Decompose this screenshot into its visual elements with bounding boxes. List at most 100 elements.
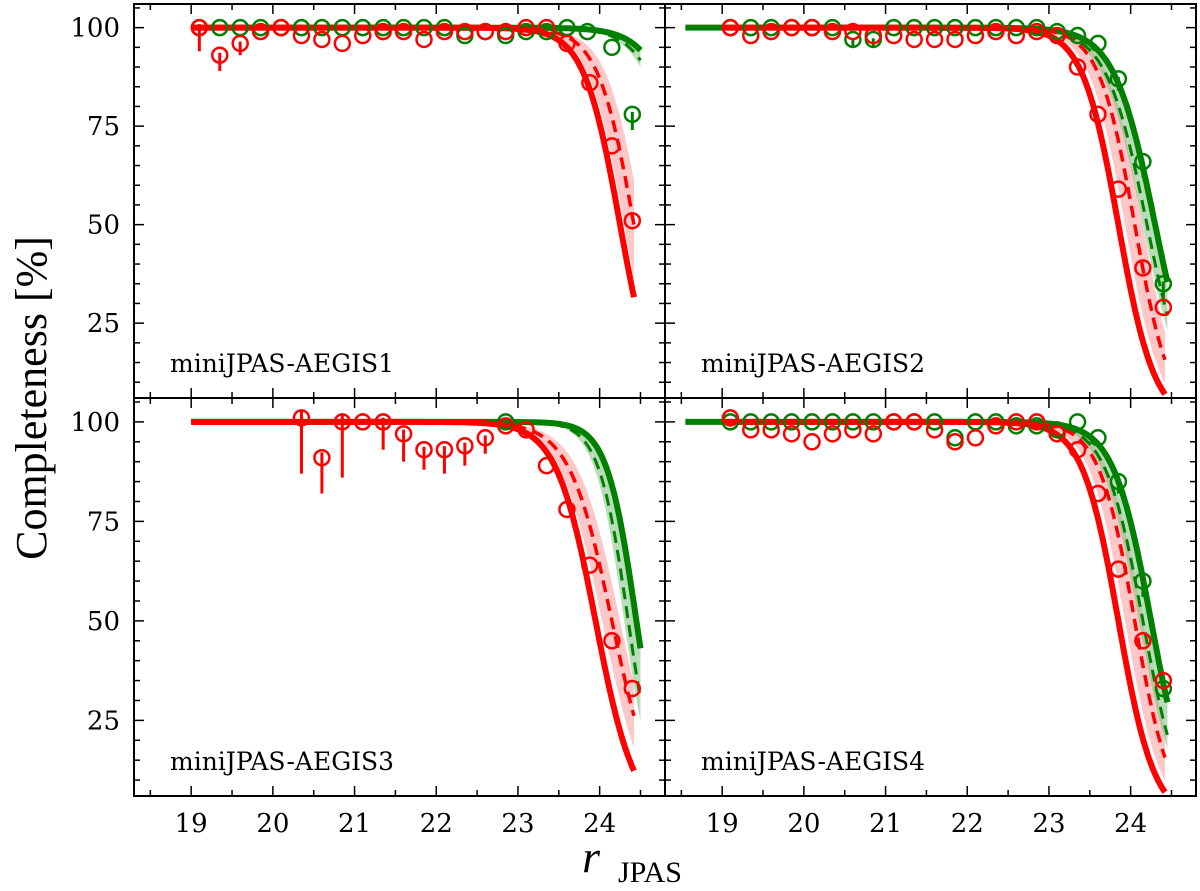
red-point-22	[1154, 298, 1173, 317]
red-point-18	[537, 18, 556, 37]
green-point-2	[742, 413, 760, 431]
x-tick-label-19: 19	[706, 809, 739, 839]
red-point-10	[476, 429, 495, 447]
red-point-3	[333, 413, 352, 431]
red-point-9	[353, 26, 372, 45]
red-dashed-curve	[191, 25, 636, 225]
red-point-16	[496, 22, 515, 41]
red-point-15	[1007, 413, 1026, 431]
panel-plot-area	[191, 409, 644, 772]
red-point-8	[864, 26, 883, 45]
red-point-10	[905, 413, 923, 431]
red-point-22	[623, 211, 642, 230]
x-tick-label-19: 19	[175, 809, 208, 839]
red-point-1	[292, 409, 311, 427]
green-point-20	[1109, 70, 1128, 88]
red-solid-curve	[191, 24, 637, 298]
green-point-12	[946, 18, 964, 37]
y-tick-label-50: 50	[87, 211, 120, 241]
red-point-19	[558, 34, 576, 53]
green-point-9	[353, 18, 372, 37]
x-tick-label-22: 22	[951, 809, 984, 839]
green-point-10	[905, 18, 923, 37]
red-solid-curve	[722, 24, 1168, 396]
red-point-3	[762, 421, 780, 439]
red-point-15	[1007, 26, 1026, 45]
red-point-14	[558, 500, 576, 519]
red-point-2	[742, 26, 760, 45]
x-tick-label-24: 24	[583, 809, 616, 839]
red-point-21	[1134, 259, 1152, 277]
red-point-2	[742, 421, 760, 439]
red-point-7	[415, 440, 433, 459]
red-point-13	[966, 429, 985, 447]
red-point-4	[782, 18, 801, 37]
red-point-20	[581, 74, 599, 92]
red-point-16	[1027, 413, 1046, 431]
y-tick-label-75: 75	[87, 507, 120, 537]
x-axis-label-subscript: JPAS	[618, 856, 682, 889]
red-point-6	[394, 425, 413, 443]
red-dashed-curve	[722, 25, 1167, 361]
y-tick-label-75: 75	[87, 112, 120, 142]
red-point-6	[292, 26, 311, 45]
red-point-3	[762, 22, 780, 41]
red-point-12	[415, 30, 433, 49]
green-point-7	[844, 30, 862, 49]
panel-2: miniJPAS-AEGIS2	[665, 4, 1196, 398]
red-point-7	[313, 30, 331, 49]
panel-3: miniJPAS-AEGIS3	[134, 398, 665, 796]
green-point-3	[762, 413, 780, 431]
red-point-4	[353, 413, 372, 431]
red-point-13	[966, 26, 985, 45]
green-point-11	[925, 18, 944, 37]
red-point-10	[905, 30, 923, 49]
x-tick-label-21: 21	[869, 809, 902, 839]
panel-plot-area	[685, 409, 1173, 794]
red-point-20	[1109, 180, 1128, 198]
panel-1: miniJPAS-AEGIS1	[134, 4, 665, 398]
panel-plot-area	[190, 18, 643, 298]
red-point-14	[456, 22, 474, 41]
green-point-20	[1109, 472, 1128, 491]
red-point-6	[823, 22, 842, 41]
red-point-17	[517, 18, 535, 37]
y-axis-label: Completeness [%]	[7, 236, 56, 560]
red-point-14	[987, 22, 1005, 41]
y-tick-label-25: 25	[87, 706, 120, 736]
green-point-2	[211, 18, 229, 37]
red-point-16	[1027, 22, 1046, 41]
red-point-10	[374, 22, 392, 41]
red-point-5	[803, 18, 821, 37]
red-point-19	[1089, 484, 1107, 503]
x-tick-label-20: 20	[787, 809, 820, 839]
red-point-18	[1068, 58, 1087, 76]
red-point-4	[782, 425, 801, 443]
red-point-3	[231, 34, 249, 53]
red-point-2	[313, 448, 331, 467]
red-point-18	[1068, 440, 1087, 459]
red-point-2	[211, 46, 229, 64]
green-point-2	[742, 18, 760, 37]
panels-layer: miniJPAS-AEGIS1 miniJPAS-AEGIS2 miniJPAS-A…	[134, 4, 1196, 796]
red-solid-curve	[191, 418, 637, 772]
green-point-20	[578, 22, 597, 41]
x-tick-label-21: 21	[338, 809, 371, 839]
x-tick-label-24: 24	[1114, 809, 1147, 839]
red-point-11	[925, 421, 944, 439]
red-point-17	[1048, 26, 1066, 45]
red-point-5	[374, 413, 392, 431]
panel-label: miniJPAS-AEGIS2	[701, 349, 925, 378]
x-tick-label-20: 20	[256, 809, 289, 839]
red-dashed-curve	[722, 420, 1167, 759]
green-point-19	[1089, 34, 1107, 53]
red-point-8	[333, 34, 352, 53]
red-point-9	[884, 413, 903, 431]
green-point-7	[844, 413, 862, 431]
green-point-21	[1134, 572, 1152, 590]
red-point-4	[251, 22, 270, 41]
green-solid-curve	[191, 418, 644, 649]
red-point-17	[623, 679, 642, 698]
red-point-17	[1048, 425, 1066, 443]
